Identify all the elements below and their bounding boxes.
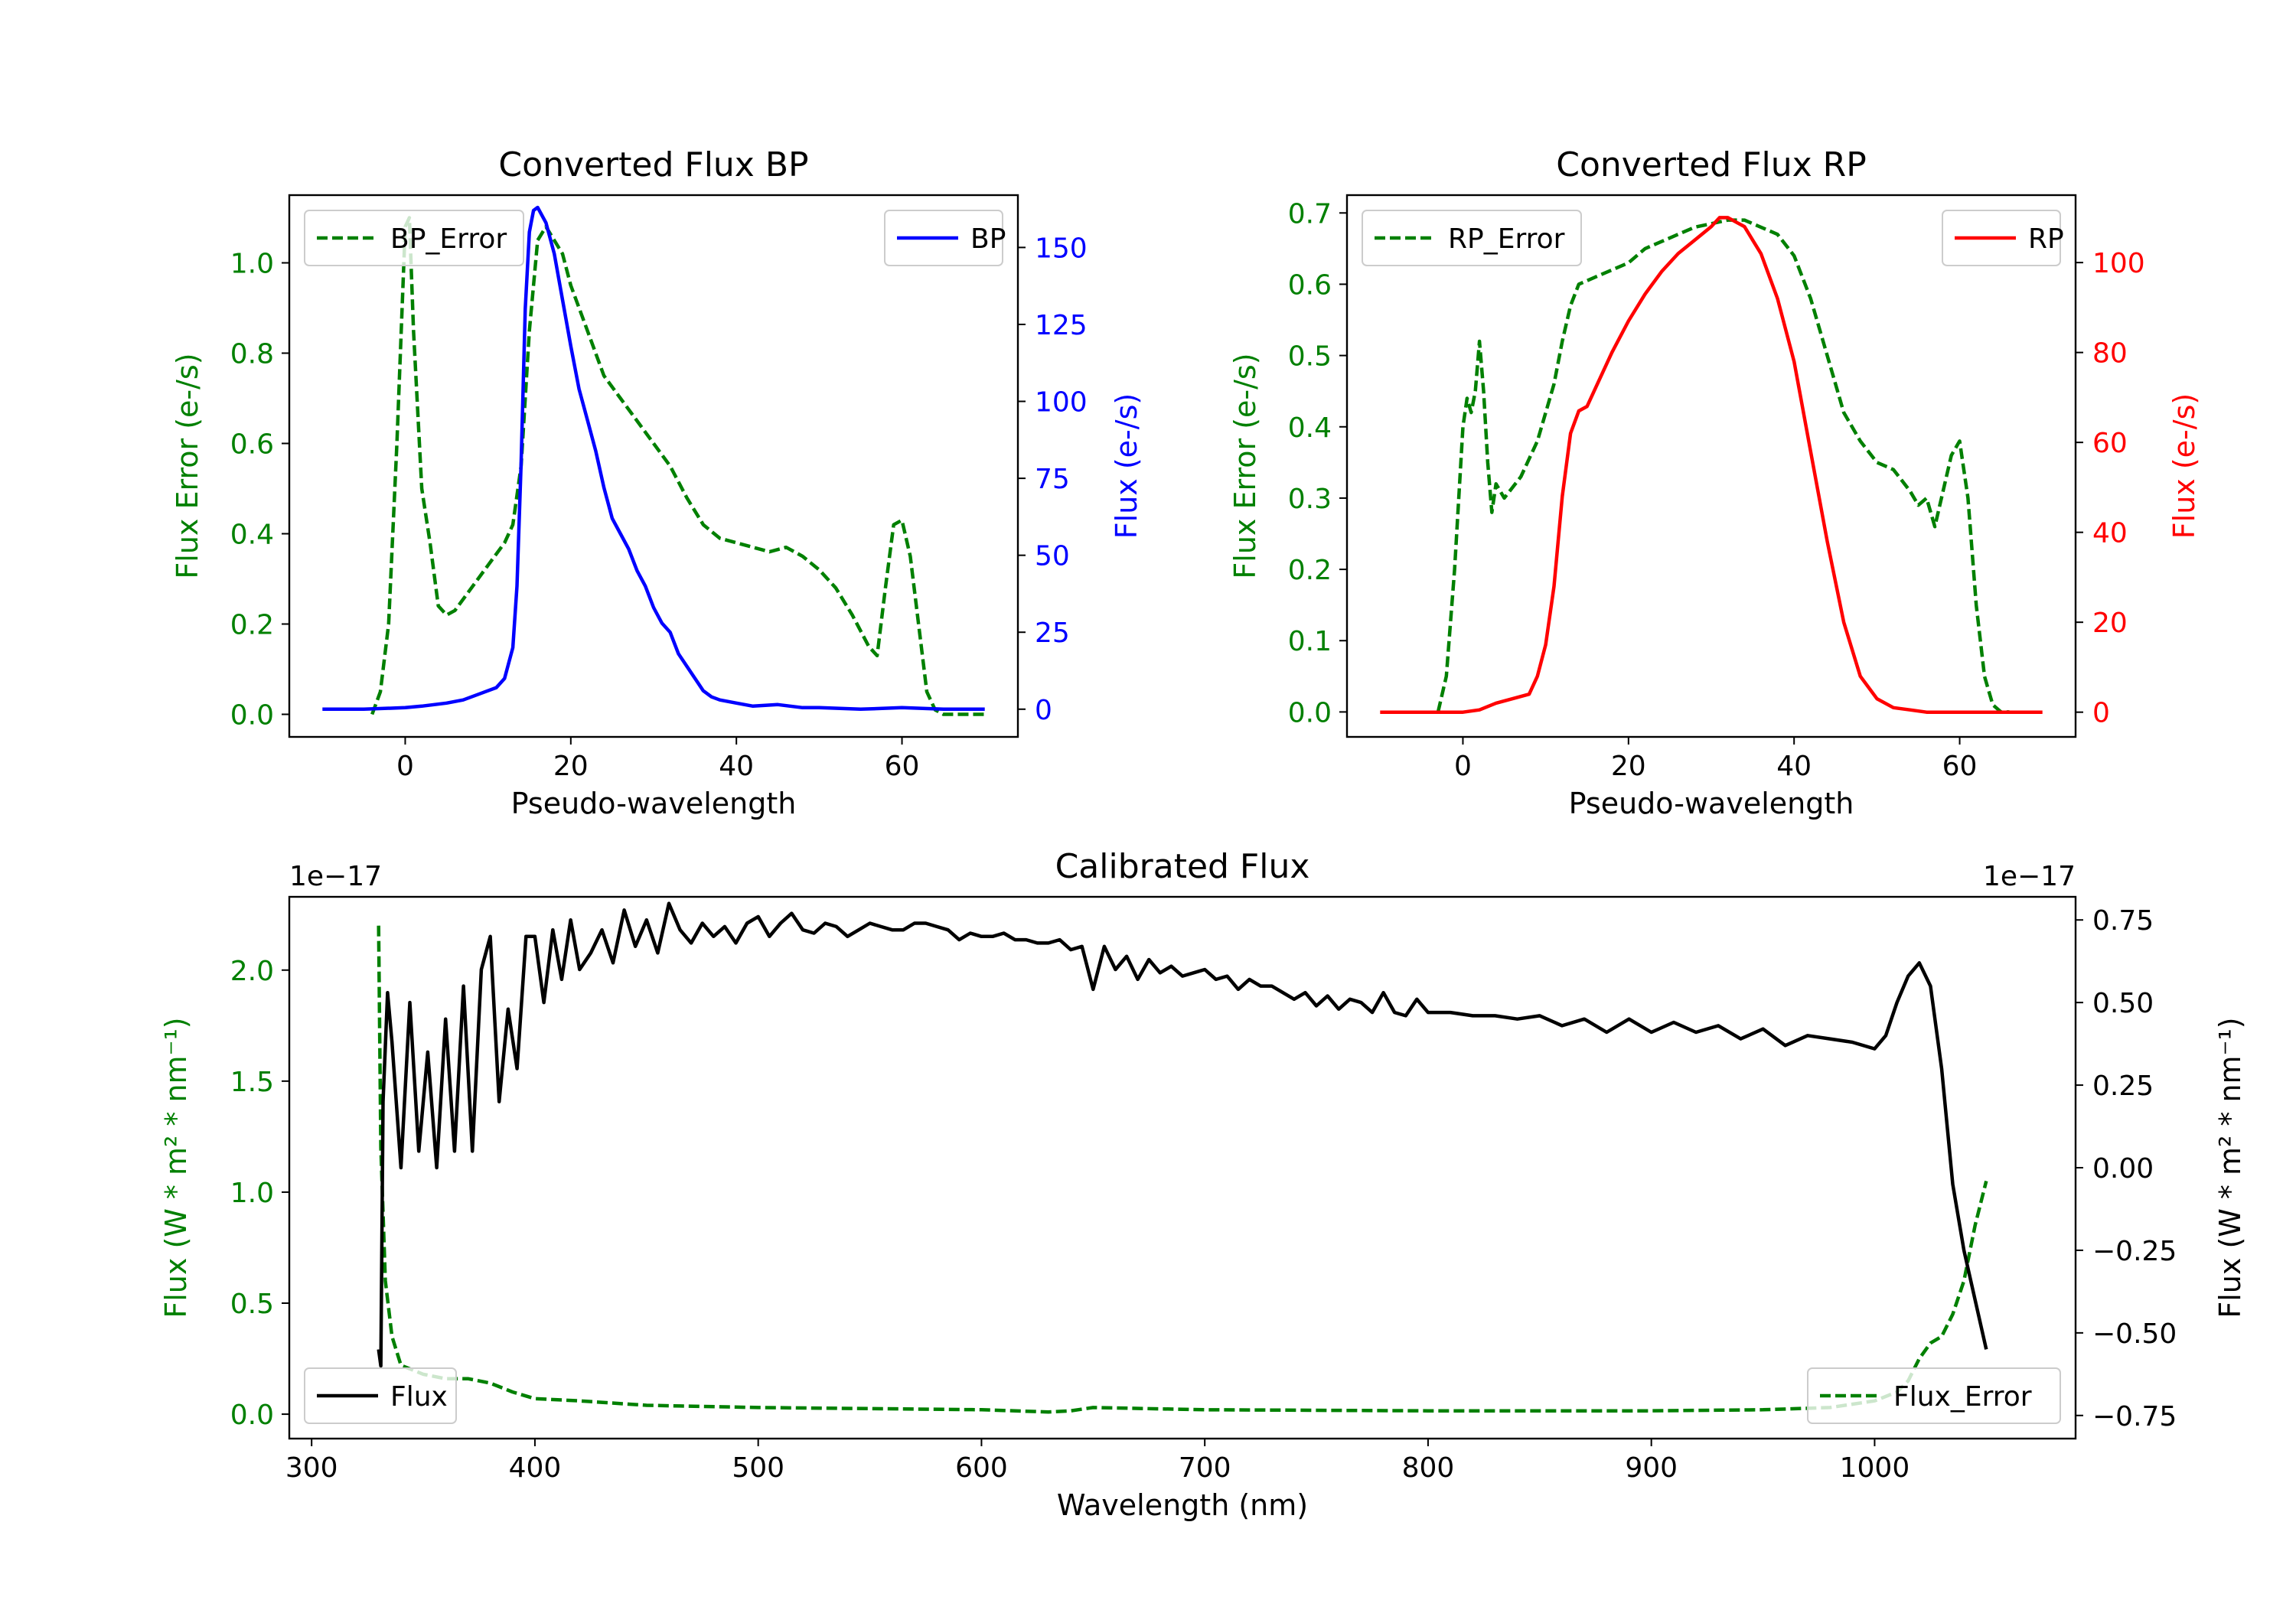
y-left-tick-label: 0.0 bbox=[230, 700, 274, 732]
y-right-tick-label: 0.25 bbox=[2092, 1071, 2154, 1102]
legend-box bbox=[304, 210, 524, 266]
legend-label: BP bbox=[970, 223, 1006, 255]
series-line-bp-error bbox=[370, 216, 985, 716]
x-tick-label: 60 bbox=[885, 751, 920, 782]
y-left-tick-label: 0.4 bbox=[230, 520, 274, 551]
y-left-tick-label: 0.6 bbox=[1288, 269, 1332, 301]
y-left-tick-label: 1.0 bbox=[230, 249, 274, 280]
chart-title: Converted Flux BP bbox=[498, 145, 808, 184]
y-right-tick-label: 25 bbox=[1035, 618, 1070, 649]
legend-bp-error: BP_Error bbox=[304, 210, 524, 266]
x-tick-label: 600 bbox=[955, 1452, 1008, 1484]
y-right-axis-label: Flux (e-/s) bbox=[2167, 393, 2201, 539]
x-tick-label: 0 bbox=[1454, 751, 1472, 782]
legend-label: RP bbox=[2028, 223, 2064, 255]
y-left-tick-label: 0.5 bbox=[1288, 341, 1332, 373]
y-left-tick-label: 0.5 bbox=[230, 1289, 274, 1320]
legend-label: RP_Error bbox=[1448, 223, 1565, 255]
chart-rp: 0 20 40 60 0.0 0.1 0.2 0.3 0.4 0.5 0.6 0.7 0 20 40 60 80… bbox=[1228, 145, 2201, 820]
legend-box bbox=[1807, 1367, 2061, 1424]
chart-calibrated: 300 400 500 600 700 800 900 1000 0.0 0.5 1.0 1.5 2.0… bbox=[159, 847, 2247, 1522]
y-right-axis-label: Flux (e-/s) bbox=[1110, 393, 1143, 539]
y-left-tick-label: 0.2 bbox=[1288, 555, 1332, 586]
y-right-tick-label: 60 bbox=[2092, 428, 2128, 459]
x-tick-label: 400 bbox=[509, 1452, 562, 1484]
y-left-tick-label: 0.7 bbox=[1288, 198, 1332, 230]
y-left-tick-label: 0.3 bbox=[1288, 484, 1332, 515]
y-right-tick-label: −0.25 bbox=[2092, 1236, 2177, 1267]
legend-label: Flux_Error bbox=[1893, 1381, 2032, 1413]
y-left-tick-label: 1.0 bbox=[230, 1178, 274, 1209]
y-right-tick-label: 0.00 bbox=[2092, 1153, 2154, 1185]
y-left-offset-label: 1e−17 bbox=[289, 861, 382, 892]
x-tick-label: 800 bbox=[1402, 1452, 1455, 1484]
y-right-tick-label: 0.50 bbox=[2092, 988, 2154, 1019]
y-left-tick-label: 0.4 bbox=[1288, 412, 1332, 444]
y-right-tick-label: 80 bbox=[2092, 338, 2128, 370]
y-left-tick-label: 0.0 bbox=[1288, 697, 1332, 728]
y-left-tick-label: 0.1 bbox=[1288, 626, 1332, 657]
x-tick-label: 40 bbox=[1776, 751, 1812, 782]
y-left-tick-label: 0.6 bbox=[230, 429, 274, 461]
y-right-tick-label: 0 bbox=[2092, 698, 2110, 729]
x-tick-label: 900 bbox=[1625, 1452, 1678, 1484]
series-line-bp bbox=[322, 205, 985, 712]
chart-title: Calibrated Flux bbox=[1055, 847, 1310, 886]
y-right-offset-label: 1e−17 bbox=[1983, 861, 2076, 892]
y-left-axis-label: Flux (W * m² * nm⁻¹) bbox=[159, 1017, 193, 1318]
plot-frame bbox=[288, 194, 1019, 738]
legend-flux-error: Flux_Error bbox=[1807, 1367, 2061, 1424]
x-tick-label: 300 bbox=[285, 1452, 338, 1484]
legend-label: Flux bbox=[390, 1381, 448, 1413]
y-right-tick-label: 0 bbox=[1035, 695, 1052, 726]
series-line-rp bbox=[1380, 216, 2043, 714]
y-left-axis-label: Flux Error (e-/s) bbox=[171, 353, 204, 578]
y-left-tick-label: 2.0 bbox=[230, 956, 274, 987]
y-right-tick-label: 100 bbox=[1035, 387, 1088, 419]
y-left-axis-label: Flux Error (e-/s) bbox=[1228, 353, 1262, 578]
chart-title: Converted Flux RP bbox=[1556, 145, 1867, 184]
x-tick-label: 40 bbox=[719, 751, 754, 782]
y-left-tick-label: 1.5 bbox=[230, 1067, 274, 1098]
legend-rp-error: RP_Error bbox=[1362, 210, 1582, 266]
x-tick-label: 20 bbox=[553, 751, 589, 782]
x-tick-label: 0 bbox=[396, 751, 414, 782]
series-line-rp-error bbox=[1436, 218, 2010, 714]
x-tick-label: 500 bbox=[732, 1452, 784, 1484]
y-right-tick-label: 50 bbox=[1035, 541, 1070, 572]
x-tick-label: 1000 bbox=[1840, 1452, 1910, 1484]
legend-rp: RP bbox=[1942, 210, 2064, 266]
y-right-tick-label: 0.75 bbox=[2092, 905, 2154, 937]
legend-bp: BP bbox=[884, 210, 1006, 266]
legend-box bbox=[1362, 210, 1582, 266]
x-axis-label: Pseudo-wavelength bbox=[511, 787, 797, 820]
series-line-flux bbox=[377, 901, 1988, 1368]
y-right-tick-label: 150 bbox=[1035, 233, 1088, 264]
y-right-axis-label: Flux (W * m² * nm⁻¹) bbox=[2213, 1017, 2247, 1318]
y-right-tick-label: 40 bbox=[2092, 518, 2128, 549]
y-right-tick-label: 20 bbox=[2092, 608, 2128, 639]
x-tick-label: 60 bbox=[1942, 751, 1978, 782]
y-right-tick-label: 100 bbox=[2092, 248, 2145, 279]
x-tick-label: 20 bbox=[1611, 751, 1646, 782]
legend-box bbox=[304, 1367, 457, 1424]
x-tick-label: 700 bbox=[1179, 1452, 1231, 1484]
y-right-tick-label: 125 bbox=[1035, 310, 1088, 341]
x-axis-label: Wavelength (nm) bbox=[1057, 1488, 1308, 1522]
y-right-tick-label: −0.50 bbox=[2092, 1318, 2177, 1350]
y-left-tick-label: 0.2 bbox=[230, 610, 274, 641]
y-left-tick-label: 0.8 bbox=[230, 339, 274, 370]
legend-label: BP_Error bbox=[390, 223, 507, 255]
legend-flux: Flux bbox=[304, 1367, 457, 1424]
x-axis-label: Pseudo-wavelength bbox=[1569, 787, 1854, 820]
y-right-tick-label: −0.75 bbox=[2092, 1401, 2177, 1432]
y-right-tick-label: 75 bbox=[1035, 464, 1070, 495]
plot-frame bbox=[1345, 194, 2077, 738]
y-left-tick-label: 0.0 bbox=[230, 1400, 274, 1431]
chart-bp: 0 20 40 60 0.0 0.2 0.4 0.6 0.8 1.0 0 25 50 75 100 125 15… bbox=[171, 145, 1143, 820]
